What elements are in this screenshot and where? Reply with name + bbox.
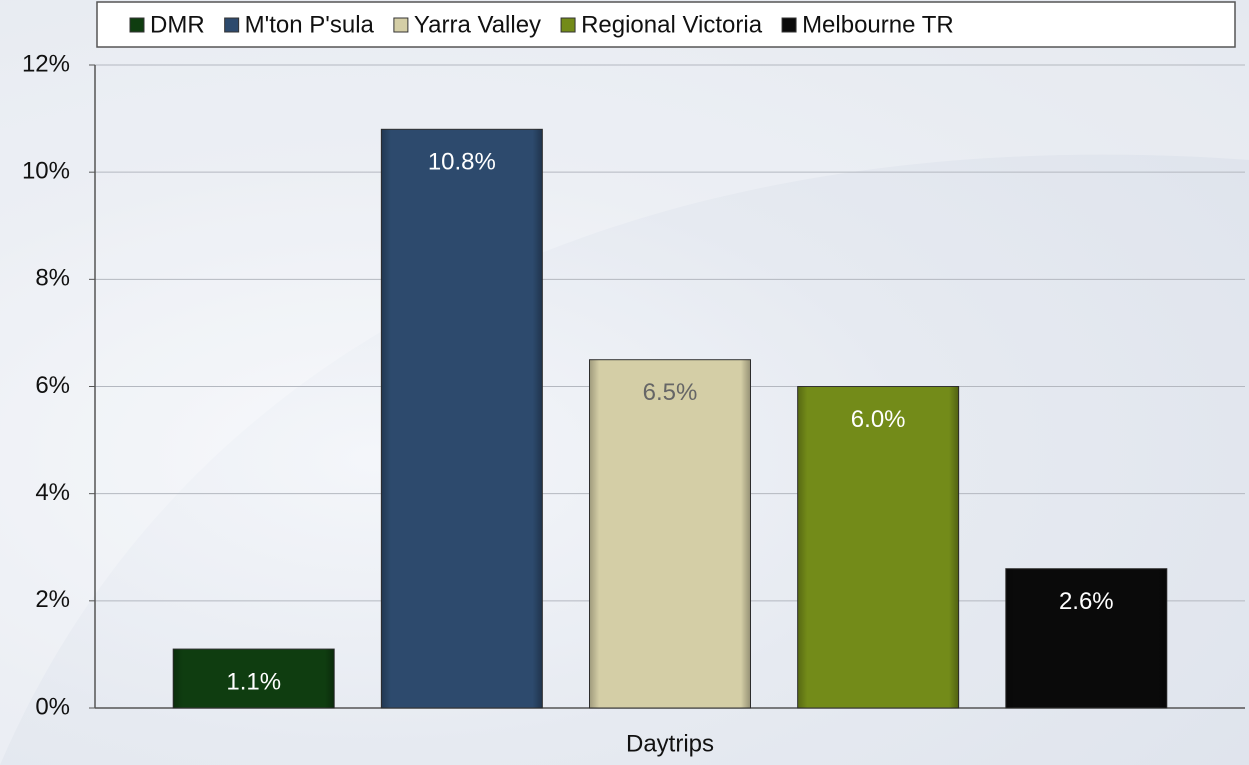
data-label: 10.8% xyxy=(428,149,496,176)
legend-label: Regional Victoria xyxy=(581,11,763,38)
legend-marker xyxy=(224,17,240,33)
legend-marker xyxy=(129,17,145,33)
data-label: 1.1% xyxy=(226,668,281,695)
legend-box xyxy=(96,1,1236,48)
legend-label: DMR xyxy=(150,11,205,38)
bar-shade xyxy=(381,129,543,709)
y-tick-label: 8% xyxy=(35,265,70,292)
y-tick-label: 10% xyxy=(22,158,70,185)
y-tick-label: 4% xyxy=(35,479,70,506)
x-tick-label: Daytrips xyxy=(626,730,714,757)
y-tick-label: 2% xyxy=(35,586,70,613)
bar-shade xyxy=(173,649,335,708)
legend-marker xyxy=(393,17,409,33)
bar-shade xyxy=(1005,568,1167,708)
y-tick-label: 6% xyxy=(35,372,70,399)
bar-shade xyxy=(797,386,959,708)
y-tick-label: 12% xyxy=(22,50,70,77)
data-label: 2.6% xyxy=(1059,588,1114,615)
bar-shade xyxy=(589,359,751,708)
legend-label: Melbourne TR xyxy=(802,11,954,38)
legend-label: Yarra Valley xyxy=(414,11,541,38)
data-label: 6.0% xyxy=(851,406,906,433)
legend-marker xyxy=(781,17,797,33)
y-tick-label: 0% xyxy=(35,693,70,720)
legend-label: M'ton P'sula xyxy=(245,11,375,38)
data-label: 6.5% xyxy=(643,379,698,406)
legend-marker xyxy=(560,17,576,33)
